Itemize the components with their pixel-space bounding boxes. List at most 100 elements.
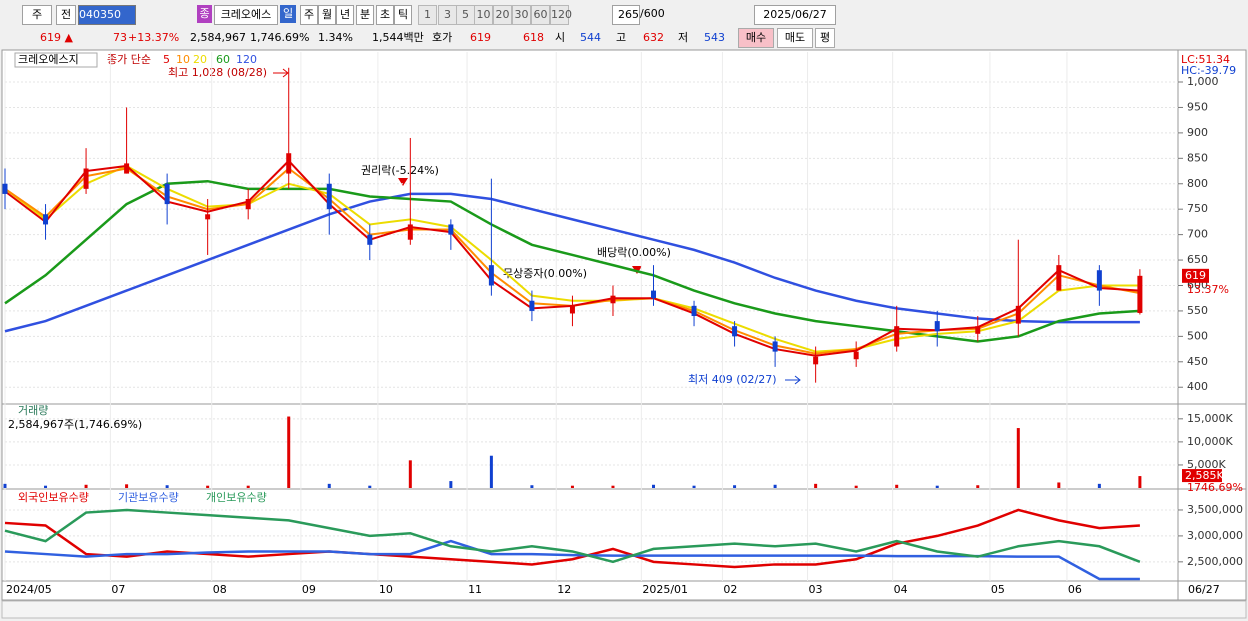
candle-body [569,305,575,314]
y-tick-label: 450 [1187,355,1208,368]
line [4,539,1140,581]
candle-body [813,356,819,365]
volume-bar [449,481,453,488]
minute-button[interactable]: 120 [550,5,572,25]
candle-body [43,214,49,225]
candle-body [448,224,454,235]
market[interactable]: 주 [22,5,52,25]
volume-bar [327,483,331,488]
minute-button[interactable]: 30 [512,5,531,25]
prev[interactable]: 전 [56,5,76,25]
minute-button[interactable]: 1 [418,5,437,25]
stock-name[interactable]: 크레오에스 [214,5,278,25]
avg-button[interactable]: 평 [815,28,835,48]
x-tick-label: 2025/01 [642,583,688,596]
volume-bar [44,485,48,488]
volume-bar [1097,483,1101,488]
volume-flag [1182,469,1222,483]
y-tick-label: 5,000K [1187,458,1226,471]
date[interactable]: 2025/06/27 [754,5,836,25]
y-tick-label: 3,000,000 [1187,529,1243,542]
buy-button[interactable]: 매수 [738,28,774,48]
minute-button[interactable]: 10 [474,5,493,25]
period-button[interactable]: 일 [280,5,296,23]
candle-body [1056,265,1062,291]
y-tick-label: 850 [1187,151,1208,164]
minute-button[interactable]: 5 [456,5,475,25]
sell-button[interactable]: 매도 [777,28,813,48]
candle-body [853,351,859,360]
period-button[interactable]: 월 [318,5,336,25]
candle-body [1137,275,1143,313]
period-button[interactable]: 분 [356,5,374,25]
bid-label: 호가 [432,31,453,44]
volume-bar [1057,482,1061,488]
candle-body [934,321,940,332]
volume-flag-rate: 1746.69% [1187,481,1243,494]
y-tick-label: 500 [1187,329,1208,342]
candle-body [732,326,738,337]
volume-bar [1016,428,1020,488]
volume-bar [814,483,818,488]
kind[interactable]: 종 [197,5,212,23]
volume-bar [368,485,372,488]
legend-entry: 60 [216,53,230,66]
x-tick-label: 03 [809,583,823,596]
candle-body [367,234,373,245]
count-max: /600 [640,7,665,20]
period-button[interactable]: 초 [376,5,394,25]
low-label: 저 [678,31,689,44]
period-button[interactable]: 주 [300,5,318,25]
y-tick-label: 650 [1187,253,1208,266]
volume-bar [854,485,858,488]
scrollbar[interactable] [1,600,1247,619]
volume-rate: 1,746.69% [250,31,310,44]
y-tick-label: 750 [1187,202,1208,215]
volume-bar [895,484,899,488]
period-button[interactable]: 틱 [394,5,412,25]
y-tick-label: 700 [1187,228,1208,241]
code[interactable]: 040350 [78,5,136,25]
legend-entry: 20 [193,53,207,66]
candle-body [205,214,211,220]
x-tick-label: 02 [723,583,737,596]
candle-body [772,341,778,352]
volume-bar [692,485,696,488]
chart-title: 크레오에스지 [18,53,79,66]
x-tick-label: 2024/05 [6,583,52,596]
annotation: 권리락(-5.24%) [361,164,439,177]
candle-body [326,183,332,210]
volume-bar [408,460,412,488]
line [4,179,1140,343]
legend-entry: 10 [176,53,190,66]
candle-body [245,199,251,210]
y-tick-label: 3,500,000 [1187,503,1243,516]
open: 544 [580,31,601,44]
open-label: 시 [555,31,566,44]
title-box [14,52,98,68]
count[interactable]: 265 [612,5,640,25]
volume-bar [773,484,777,488]
x-tick-label: 10 [379,583,393,596]
x-tick-label: 07 [111,583,125,596]
volume-bar [246,485,250,488]
hc-label: HC:-39.79 [1181,64,1236,77]
minute-button[interactable]: 60 [531,5,550,25]
x-tick-label: 11 [468,583,482,596]
annotation: 배당락(0.00%) [597,246,671,259]
ma-label: 종가 단순 [107,53,151,66]
volume-bar [287,416,291,488]
y-tick-label: 550 [1187,304,1208,317]
volume-bar [3,483,7,488]
x-tick-label: 09 [302,583,316,596]
period-button[interactable]: 년 [336,5,354,25]
minute-button[interactable]: 20 [493,5,512,25]
rate: +13.37% [128,31,180,44]
ask: 619 [470,31,491,44]
volume-bar [165,485,169,488]
x-tick-label: 06 [1068,583,1082,596]
volume-subtitle: 2,584,967주(1,746.69%) [8,418,142,431]
candle-body [529,300,535,311]
annotation: 무상증자(0.00%) [503,267,587,280]
